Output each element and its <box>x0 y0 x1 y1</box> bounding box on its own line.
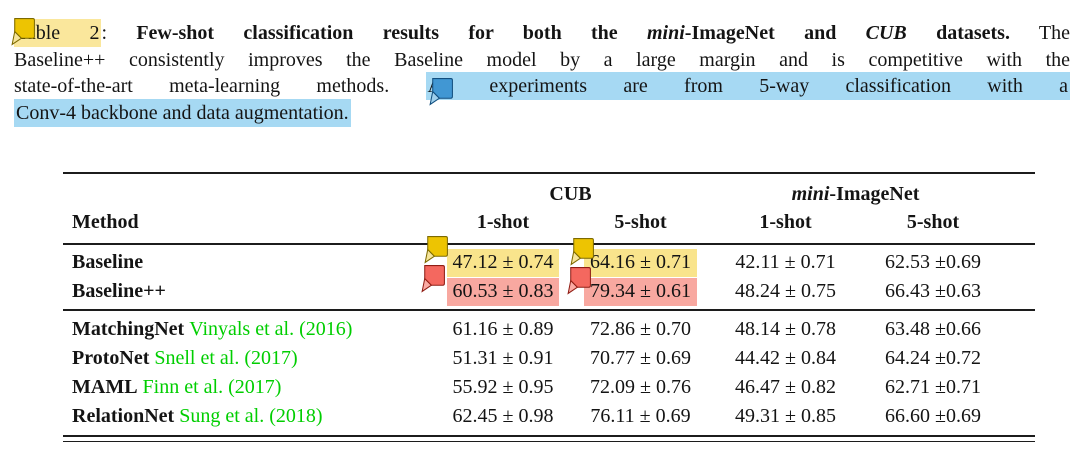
relationnet-cub-1shot: 62.45 ± 0.98 <box>452 405 554 427</box>
group-header-mini-italic: mini <box>791 183 830 205</box>
method-baseline: Baseline <box>72 251 144 273</box>
table-group-header-row: CUB mini-ImageNet <box>63 180 1035 208</box>
matchingnet-cub-5shot: 72.86 ± 0.70 <box>590 318 691 340</box>
method-protonet: ProtoNet Snell et al. (2017) <box>63 344 433 373</box>
table-row-maml: MAML Finn et al. (2017) 55.92 ± 0.95 72.0… <box>63 373 1035 402</box>
table-header-rule <box>63 243 1035 245</box>
matchingnet-mini-5shot: 63.48 ±0.66 <box>885 318 981 340</box>
relationnet-mini-5shot: 66.60 ±0.69 <box>885 405 981 427</box>
caption-line3-plain: state-of-the-art meta-learning methods. <box>14 75 426 97</box>
table-bottom-rule <box>63 435 1035 442</box>
method-name: RelationNet <box>72 405 175 427</box>
col-header-method: Method <box>72 211 139 233</box>
table-row-protonet: ProtoNet Snell et al. (2017) 51.31 ± 0.91… <box>63 344 1035 373</box>
caption-line-4: Conv-4 backbone and data augmentation. <box>14 98 1070 127</box>
baselinepp-mini-5shot: 66.43 ±0.63 <box>885 280 981 302</box>
note-flag-icon[interactable] <box>422 235 449 264</box>
note-flag-icon[interactable] <box>427 77 454 106</box>
caption-bold-title: Few-shot classification results for both… <box>136 22 647 44</box>
method-maml: MAML Finn et al. (2017) <box>63 373 433 402</box>
baseline-mini-5shot: 62.53 ±0.69 <box>885 251 981 273</box>
baseline-cub-5shot: 64.16 ± 0.71 <box>573 248 708 277</box>
note-flag-icon[interactable] <box>568 237 595 266</box>
maml-cub-5shot: 72.09 ± 0.76 <box>590 376 691 398</box>
baseline-mini-1shot: 42.11 ± 0.71 <box>735 251 836 273</box>
table-header: CUB mini-ImageNet Method 1-shot 5-shot 1… <box>63 174 1035 243</box>
caption-line-3: state-of-the-art meta-learning methods. … <box>14 72 1070 100</box>
method-name: MatchingNet <box>72 318 185 340</box>
table-row-baseline: Baseline 47.12 ± 0.74 64.16 ± 0.71 42.11… <box>63 248 1035 277</box>
meta-learning-section: MatchingNet Vinyals et al. (2016) 61.16 ±… <box>63 311 1035 435</box>
group-header-mini-rest: -ImageNet <box>829 183 920 205</box>
note-flag-icon[interactable] <box>419 264 446 293</box>
table-mid-rule <box>63 309 1035 311</box>
col-header-mini-5shot: 5-shot <box>906 211 960 233</box>
group-header-mini-imagenet: mini-ImageNet <box>708 180 1003 208</box>
note-flag-icon[interactable] <box>565 266 592 295</box>
method-name: MAML <box>72 376 138 398</box>
yellow-highlight-cell[interactable]: 64.16 ± 0.71 <box>584 249 697 277</box>
group-header-cub: CUB <box>549 183 592 205</box>
baseline-cub-1shot: 47.12 ± 0.74 <box>433 248 573 277</box>
group-header-empty <box>63 180 433 208</box>
note-flag-icon[interactable] <box>9 17 36 46</box>
citation-link[interactable]: Snell et al. (2017) <box>154 347 298 369</box>
baselinepp-mini-1shot: 48.24 ± 0.75 <box>735 280 836 302</box>
caption-bold-title-3: datasets. <box>906 22 1010 44</box>
col-header-cub-5shot: 5-shot <box>614 211 667 233</box>
protonet-mini-1shot: 44.42 ± 0.84 <box>735 347 836 369</box>
col-header-mini-1shot: 1-shot <box>759 211 812 233</box>
yellow-highlight-cell[interactable]: 47.12 ± 0.74 <box>446 249 560 277</box>
protonet-cub-1shot: 51.31 ± 0.91 <box>452 347 554 369</box>
relationnet-mini-1shot: 49.31 ± 0.85 <box>735 405 836 427</box>
caption-tail: The <box>1009 22 1071 44</box>
results-table: CUB mini-ImageNet Method 1-shot 5-shot 1… <box>63 172 1035 442</box>
matchingnet-cub-1shot: 61.16 ± 0.89 <box>452 318 554 340</box>
baselinepp-cub-1shot: 60.53 ± 0.83 <box>433 277 573 306</box>
experiments-blue-highlight[interactable]: All experiments are from 5-way classific… <box>425 72 1070 100</box>
caption-separator: : <box>101 22 137 44</box>
relationnet-cub-5shot: 76.11 ± 0.69 <box>590 405 691 427</box>
caption-line-1: Table 2: Few-shot classification results… <box>14 19 1071 47</box>
caption-line-2: Baseline++ consistently improves the Bas… <box>14 48 1070 71</box>
maml-mini-5shot: 62.71 ±0.71 <box>885 376 981 398</box>
citation-link[interactable]: Vinyals et al. (2016) <box>189 318 353 340</box>
method-baselinepp: Baseline++ <box>72 280 166 302</box>
citation-link[interactable]: Finn et al. (2017) <box>142 376 282 398</box>
caption-cub-italic: CUB <box>865 22 907 44</box>
caption-bold-title-2: -ImageNet and <box>684 22 866 44</box>
maml-mini-1shot: 46.47 ± 0.82 <box>735 376 836 398</box>
maml-cub-1shot: 55.92 ± 0.95 <box>452 376 554 398</box>
matchingnet-mini-1shot: 48.14 ± 0.78 <box>735 318 836 340</box>
red-highlight-cell[interactable]: 60.53 ± 0.83 <box>446 278 560 306</box>
table2-yellow-highlight[interactable]: Table 2 <box>14 19 102 47</box>
baselinepp-cub-5shot: 79.34 ± 0.61 <box>573 277 708 306</box>
red-highlight-cell[interactable]: 79.34 ± 0.61 <box>584 278 697 306</box>
protonet-mini-5shot: 64.24 ±0.72 <box>885 347 981 369</box>
caption-mini-italic: mini <box>647 22 685 44</box>
protonet-cub-5shot: 70.77 ± 0.69 <box>590 347 691 369</box>
table-subheader-row: Method 1-shot 5-shot 1-shot 5-shot <box>63 208 1035 236</box>
citation-link[interactable]: Sung et al. (2018) <box>179 405 323 427</box>
backbone-blue-highlight[interactable]: Conv-4 backbone and data augmentation. <box>14 98 351 127</box>
method-matchingnet: MatchingNet Vinyals et al. (2016) <box>63 315 433 344</box>
method-relationnet: RelationNet Sung et al. (2018) <box>63 402 433 431</box>
baseline-section: Baseline 47.12 ± 0.74 64.16 ± 0.71 42.11… <box>63 245 1035 309</box>
table-row-relationnet: RelationNet Sung et al. (2018) 62.45 ± 0.… <box>63 402 1035 431</box>
table-caption: Table 2: Few-shot classification results… <box>14 19 1071 127</box>
method-name: ProtoNet <box>72 347 150 369</box>
table-top-rule <box>63 172 1035 174</box>
table-row-matchingnet: MatchingNet Vinyals et al. (2016) 61.16 ±… <box>63 315 1035 344</box>
col-header-cub-1shot: 1-shot <box>476 211 530 233</box>
table-row-baselinepp: Baseline++ 60.53 ± 0.83 79.34 ± 0.61 48.… <box>63 277 1035 306</box>
